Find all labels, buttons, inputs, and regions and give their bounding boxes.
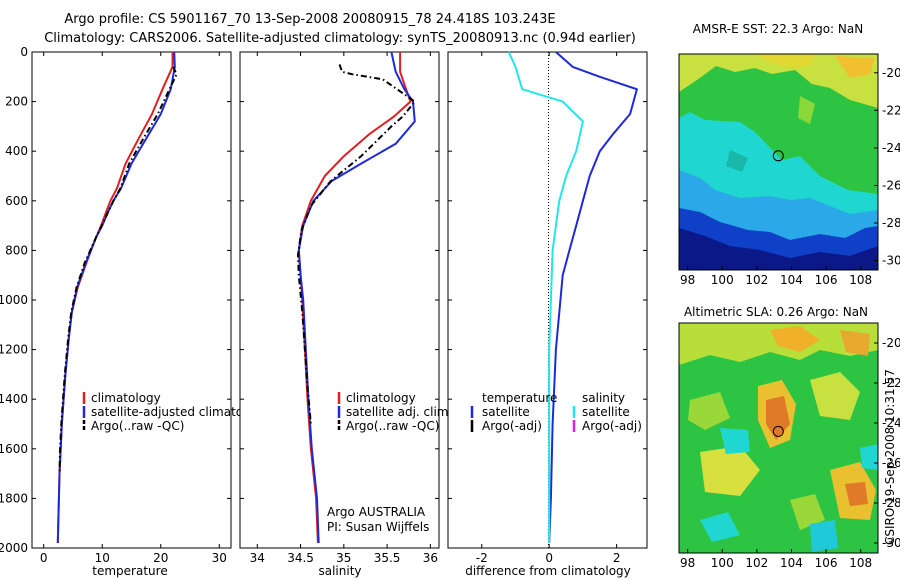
series-line-argo-raw-qc- (297, 64, 416, 425)
difference-ticks: -2 0 2 (448, 51, 647, 565)
temperature-panel: 0 10 20 30 0 200 400 600 800 1000 1200 1400 1600 1800… (0, 45, 269, 578)
temperature-xlabel: temperature (92, 564, 167, 578)
legend-label-argo: Argo(..raw -QC) (91, 419, 184, 433)
argo-location-marker (772, 425, 784, 437)
salinity-panel: 34 34.5 35 35.5 36 salinity climatology sate… (239, 51, 452, 578)
lon-tick-label: 106 (815, 556, 838, 570)
salinity-lines (297, 51, 416, 544)
x-tick-label: -2 (476, 551, 488, 565)
legend-heading-temperature: temperature (482, 391, 557, 405)
x-tick-label: 0 (40, 551, 48, 565)
legend-label-temp-argo: Argo(-adj) (482, 419, 542, 433)
legend-heading-salinity: salinity (582, 391, 625, 405)
argo-location-marker (772, 150, 784, 162)
lat-tick-label: -24 (882, 416, 900, 430)
lon-tick-label: 98 (680, 273, 695, 287)
y-tick-label: 1400 (0, 392, 28, 406)
sst-map-frame (678, 53, 879, 271)
difference-axes-frame (447, 51, 648, 549)
figure-title-line1: Argo profile: CS 5901167_70 13-Sep-2008 … (64, 12, 555, 27)
x-tick-label: 0 (545, 551, 553, 565)
y-tick-label: 200 (5, 95, 28, 109)
lon-tick-label: 104 (780, 556, 803, 570)
x-tick-label: 36 (423, 551, 438, 565)
lat-tick-label: -20 (882, 66, 900, 80)
lon-tick-label: 106 (815, 273, 838, 287)
annotation-argo-australia: Argo AUSTRALIA (327, 505, 426, 519)
lat-tick-label: -26 (882, 456, 900, 470)
x-tick-label: 2 (613, 551, 621, 565)
lon-tick-label: 100 (711, 273, 734, 287)
legend-label-climatology: climatology (91, 391, 161, 405)
y-tick-label: 1800 (0, 491, 28, 505)
y-tick-label: 1600 (0, 442, 28, 456)
temperature-lines (56, 51, 178, 544)
y-tick-label: 400 (5, 144, 28, 158)
lat-tick-label: -30 (882, 254, 900, 268)
legend-label-temp-satellite: satellite (482, 405, 530, 419)
series-line-argo-raw-qc- (58, 66, 178, 474)
legend-label-satellite-adj: satellite adj. clim. (346, 405, 452, 419)
lon-tick-label: 108 (849, 273, 872, 287)
x-tick-label: 34 (250, 551, 265, 565)
difference-panel: -2 0 2 difference from climatology tempera… (447, 51, 648, 578)
x-tick-label: 10 (95, 551, 110, 565)
y-tick-label: 2000 (0, 541, 28, 555)
difference-lines (507, 51, 638, 544)
credit-stamp: CSIRO 19-Sep-2008 10:31:57 (883, 369, 897, 545)
salinity-xlabel: salinity (318, 564, 361, 578)
y-tick-label: 0 (20, 45, 28, 59)
temperature-ticks: 0 10 20 30 0 200 400 600 800 1000 1200 1400 1600 1800… (0, 45, 231, 565)
salinity-legend: climatology satellite adj. clim. Argo(..… (337, 391, 452, 433)
sla-map-ticks: 98 100 102 104 106 108 -20 -22 -24 -26 -28 -30 (680, 336, 900, 570)
x-tick-label: 34.5 (287, 551, 314, 565)
sla-map-frame (678, 322, 879, 554)
y-tick-label: 1000 (0, 293, 28, 307)
lat-tick-label: -26 (882, 178, 900, 192)
y-tick-label: 600 (5, 194, 28, 208)
sla-map-panel: Altimetric SLA: 0.26 Argo: NaN 98 100 102 1… (678, 305, 900, 570)
x-tick-label: 20 (153, 551, 168, 565)
legend-label-argo: Argo(..raw -QC) (346, 419, 439, 433)
lat-tick-label: -24 (882, 141, 900, 155)
salinity-ticks: 34 34.5 35 35.5 36 (240, 51, 439, 565)
legend-label-sal-argo: Argo(-adj) (582, 419, 642, 433)
difference-legend: temperature satellite Argo(-adj) salinit… (470, 391, 642, 433)
lon-tick-label: 104 (780, 273, 803, 287)
lat-tick-label: -30 (882, 536, 900, 550)
sst-map-title: AMSR-E SST: 22.3 Argo: NaN (693, 22, 863, 36)
lon-tick-label: 102 (745, 273, 768, 287)
y-tick-label: 800 (5, 243, 28, 257)
x-tick-label: 30 (212, 551, 227, 565)
annotation-pi: PI: Susan Wijffels (327, 520, 429, 534)
difference-xlabel: difference from climatology (465, 564, 631, 578)
legend-label-sal-satellite: satellite (582, 405, 630, 419)
lon-tick-label: 98 (680, 556, 695, 570)
legend-label-satellite-adjusted: satellite-adjusted climatology (91, 405, 269, 419)
sst-map-field (679, 54, 878, 270)
series-line-satellite (548, 51, 638, 544)
salinity-axes-frame (239, 51, 440, 549)
y-tick-label: 1200 (0, 343, 28, 357)
temperature-axes-frame (31, 51, 232, 549)
lon-tick-label: 102 (745, 556, 768, 570)
sst-map-panel: AMSR-E SST: 22.3 Argo: NaN 98 100 102 104 10… (678, 22, 900, 287)
sla-map-field (679, 323, 878, 553)
sla-map-title: Altimetric SLA: 0.26 Argo: NaN (684, 305, 868, 319)
figure-title-line2: Climatology: CARS2006. Satellite-adjuste… (44, 31, 636, 46)
series-line-satellite (507, 51, 584, 543)
lat-tick-label: -22 (882, 376, 900, 390)
sst-map-ticks: 98 100 102 104 106 108 -20 -22 -24 -26 -28 -30 (680, 66, 900, 287)
x-tick-label: 35 (336, 551, 351, 565)
lat-tick-label: -28 (882, 216, 900, 230)
lon-tick-label: 100 (711, 556, 734, 570)
temperature-legend: climatology satellite-adjusted climatolo… (82, 391, 269, 433)
legend-label-climatology: climatology (346, 391, 416, 405)
x-tick-label: 35.5 (374, 551, 401, 565)
lat-tick-label: -22 (882, 103, 900, 117)
lat-tick-label: -20 (882, 336, 900, 350)
lon-tick-label: 108 (849, 556, 872, 570)
lat-tick-label: -28 (882, 496, 900, 510)
